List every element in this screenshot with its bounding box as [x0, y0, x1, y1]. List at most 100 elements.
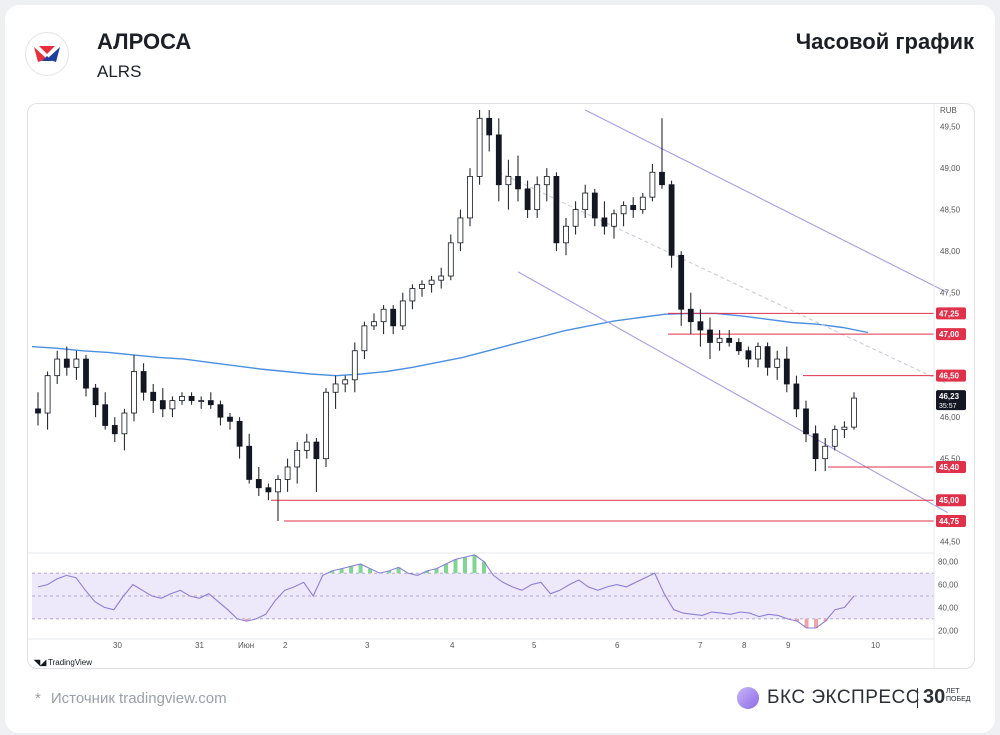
- source-text: Источник tradingview.com: [50, 690, 227, 707]
- brand-caption-line-2: ПОБЕД: [946, 696, 971, 703]
- candle-down: [102, 404, 109, 426]
- time-tick-label: 3: [365, 641, 370, 650]
- candle-up: [841, 426, 848, 431]
- candle-up: [755, 346, 761, 360]
- candle-down: [630, 205, 637, 211]
- rsi-tick-label: 80,00: [938, 558, 959, 567]
- candle-down: [812, 433, 819, 460]
- level-label: 47,00: [939, 330, 960, 339]
- current-price-badge: [936, 390, 966, 411]
- candle-up: [611, 213, 617, 227]
- time-tick-label: Июн: [238, 641, 254, 650]
- candle-up: [284, 466, 291, 480]
- candle-down: [390, 308, 397, 327]
- candle-up: [467, 176, 473, 219]
- price-tick-label: 49,50: [940, 123, 961, 132]
- candle-down: [735, 342, 742, 352]
- rsi-tick-label: 60,00: [938, 581, 959, 590]
- price-tick-label: 48,00: [940, 247, 961, 256]
- channel-upper-line: [584, 109, 948, 294]
- candle-up: [44, 375, 51, 414]
- candle-up: [505, 176, 512, 186]
- candle-up: [409, 288, 416, 302]
- current-price-label: 46,23: [939, 392, 960, 401]
- candle-down: [188, 396, 195, 401]
- time-tick-label: 4: [450, 641, 455, 650]
- candle-up: [447, 242, 454, 277]
- level-badge: [936, 328, 966, 341]
- source-star: *: [35, 690, 41, 707]
- price-tick-label: 47,50: [940, 289, 961, 298]
- candle-up: [275, 479, 281, 493]
- candle-up: [73, 358, 80, 368]
- candle-up: [438, 275, 445, 281]
- level-badge: [936, 307, 966, 320]
- candle-up: [534, 184, 541, 211]
- candle-up: [131, 371, 137, 414]
- candle-down: [726, 337, 733, 343]
- candle-down: [111, 425, 118, 435]
- candle-up: [716, 337, 723, 343]
- candle-up: [342, 379, 349, 385]
- price-chart: 80,00 60,00 40,00 20,00 47,25 47,00 46,50 45,4…: [27, 103, 975, 669]
- candle-up: [639, 196, 646, 211]
- level-label: 46,50: [939, 372, 960, 381]
- time-axis: 30 31 Июн 2 3 4 5 6 7 8 9 10: [28, 638, 934, 650]
- candle-up: [361, 325, 368, 352]
- rsi-tick-label: 40,00: [938, 603, 959, 612]
- support-resistance-levels: 47,25 47,00 46,50 45,40 45,00 44,75: [271, 307, 966, 527]
- candlesticks: [35, 110, 857, 521]
- candle-up: [620, 205, 627, 215]
- rsi-panel: 80,00 60,00 40,00 20,00: [28, 552, 959, 635]
- candle-up: [649, 171, 656, 198]
- level-label: 45,00: [939, 496, 960, 505]
- price-tick-label: 46,00: [940, 413, 961, 422]
- candle-down: [687, 308, 694, 323]
- chart-timeframe-title: Часовой график: [795, 29, 974, 54]
- brand-name: БКС ЭКСПРЕСС: [767, 687, 920, 708]
- level-badge: [936, 514, 966, 527]
- candle-down: [83, 358, 89, 389]
- candle-down: [745, 350, 752, 360]
- candle-down: [601, 217, 608, 227]
- time-tick-label: 31: [195, 641, 204, 650]
- candle-up: [543, 176, 550, 186]
- candle-up: [457, 217, 464, 244]
- candle-down: [659, 171, 665, 186]
- candle-up: [169, 400, 176, 410]
- candle-down: [217, 404, 224, 418]
- time-tick-label: 5: [532, 641, 537, 650]
- candle-down: [63, 358, 70, 368]
- candle-down: [207, 400, 214, 406]
- candle-down: [35, 408, 41, 414]
- bks-logo-icon: [737, 687, 759, 709]
- time-tick-label: 7: [698, 641, 703, 650]
- candle-up: [54, 358, 61, 377]
- candle-down: [265, 487, 272, 493]
- candle-up: [428, 279, 435, 285]
- candle-up: [198, 400, 205, 402]
- channel-lower-line: [517, 271, 948, 514]
- level-label: 45,40: [939, 463, 960, 472]
- candle-up: [851, 397, 857, 428]
- candle-up: [399, 300, 406, 327]
- level-label: 44,75: [939, 517, 960, 526]
- ticker-name: АЛРОСА: [97, 29, 192, 54]
- candle-down: [486, 117, 493, 136]
- candle-up: [774, 358, 781, 368]
- price-tick-label: 49,00: [940, 164, 961, 173]
- price-axis: RUB 49,50 49,00 48,50 48,00 47,50 46,00 45,50 44…: [933, 104, 966, 668]
- candle-up: [380, 308, 387, 323]
- time-tick-label: 2: [283, 641, 288, 650]
- brand-caption-line-1: ЛЕТ: [946, 688, 960, 695]
- candle-down: [707, 329, 713, 343]
- candle-up: [822, 445, 829, 460]
- brand-years-caption: ЛЕТ ПОБЕД: [946, 688, 986, 704]
- candle-down: [553, 176, 560, 244]
- candle-down: [227, 416, 233, 422]
- channel-mid-line: [498, 171, 948, 385]
- candle-down: [140, 371, 147, 393]
- level-badge: [936, 460, 966, 473]
- moving-average-line: [31, 312, 869, 377]
- price-tick-label: 45,50: [940, 455, 961, 464]
